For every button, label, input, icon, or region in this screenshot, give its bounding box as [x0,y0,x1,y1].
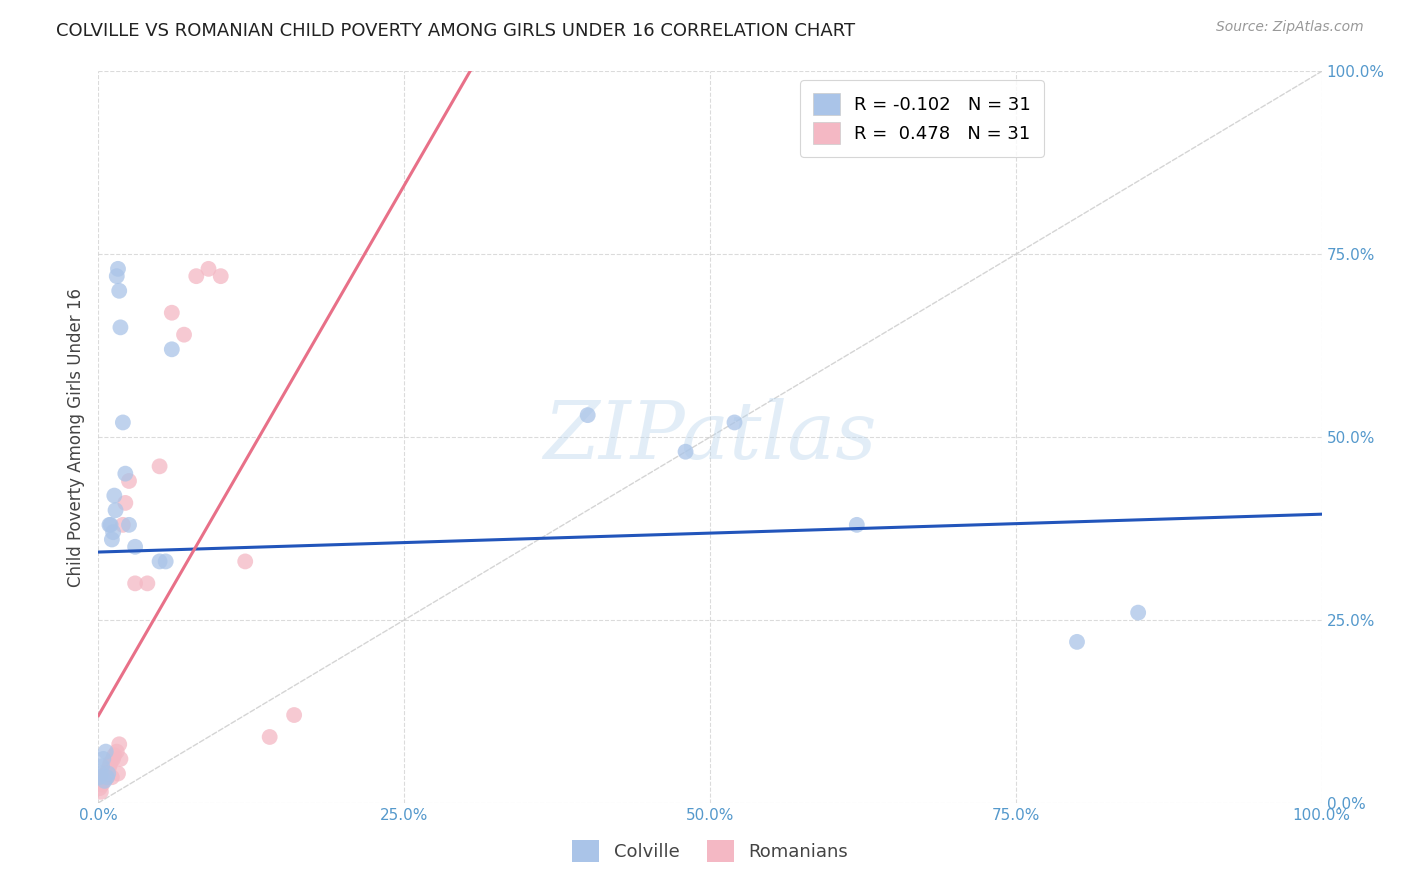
Text: COLVILLE VS ROMANIAN CHILD POVERTY AMONG GIRLS UNDER 16 CORRELATION CHART: COLVILLE VS ROMANIAN CHILD POVERTY AMONG… [56,22,855,40]
Point [1128,606,1150,620]
Point [90,785,112,799]
Point [90,766,112,780]
Point [97,763,120,777]
Point [149,554,172,568]
Point [97,766,120,780]
Point [100,756,122,770]
Point [91,773,114,788]
Point [96,770,118,784]
Point [124,576,146,591]
Point [93,773,115,788]
Point [283,708,305,723]
Point [94,745,117,759]
Point [110,320,132,334]
Text: Source: ZipAtlas.com: Source: ZipAtlas.com [1216,20,1364,34]
Point [186,269,208,284]
Point [89,770,111,784]
Point [98,517,121,532]
Point [101,525,124,540]
Point [118,517,141,532]
Point [197,261,219,276]
Point [160,306,183,320]
Point [101,770,124,784]
Point [111,517,134,532]
Point [723,416,745,430]
Point [91,777,114,792]
Point [107,766,129,780]
Point [209,269,232,284]
Point [104,503,127,517]
Point [93,770,115,784]
Point [114,467,136,481]
Point [108,737,131,751]
Point [155,554,177,568]
Point [845,517,868,532]
Point [103,489,125,503]
Point [100,517,122,532]
Point [259,730,281,744]
Point [105,269,128,284]
Point [118,474,141,488]
Point [96,770,118,784]
Point [105,745,128,759]
Point [149,459,172,474]
Point [124,540,146,554]
Text: ZIPatlas: ZIPatlas [543,399,877,475]
Point [111,416,134,430]
Point [136,576,159,591]
Point [114,496,136,510]
Point [91,752,114,766]
Point [101,752,124,766]
Point [110,752,132,766]
Point [160,343,183,357]
Point [173,327,195,342]
Point [675,444,697,458]
Point [94,766,117,780]
Point [101,533,124,547]
Point [1066,635,1088,649]
Point [98,759,121,773]
Point [108,284,131,298]
Legend: Colville, Romanians: Colville, Romanians [560,827,860,874]
Point [103,748,125,763]
Point [89,781,111,796]
Point [576,408,599,422]
Y-axis label: Child Poverty Among Girls Under 16: Child Poverty Among Girls Under 16 [66,287,84,587]
Point [91,759,114,773]
Point [107,261,129,276]
Point [233,554,256,568]
